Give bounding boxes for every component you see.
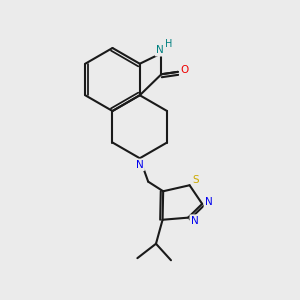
Text: N: N [156,45,164,55]
Text: N: N [191,216,199,226]
Text: N: N [205,197,213,207]
Text: H: H [165,39,172,49]
Text: S: S [193,175,200,185]
Text: N: N [136,160,144,170]
Text: O: O [180,65,189,75]
